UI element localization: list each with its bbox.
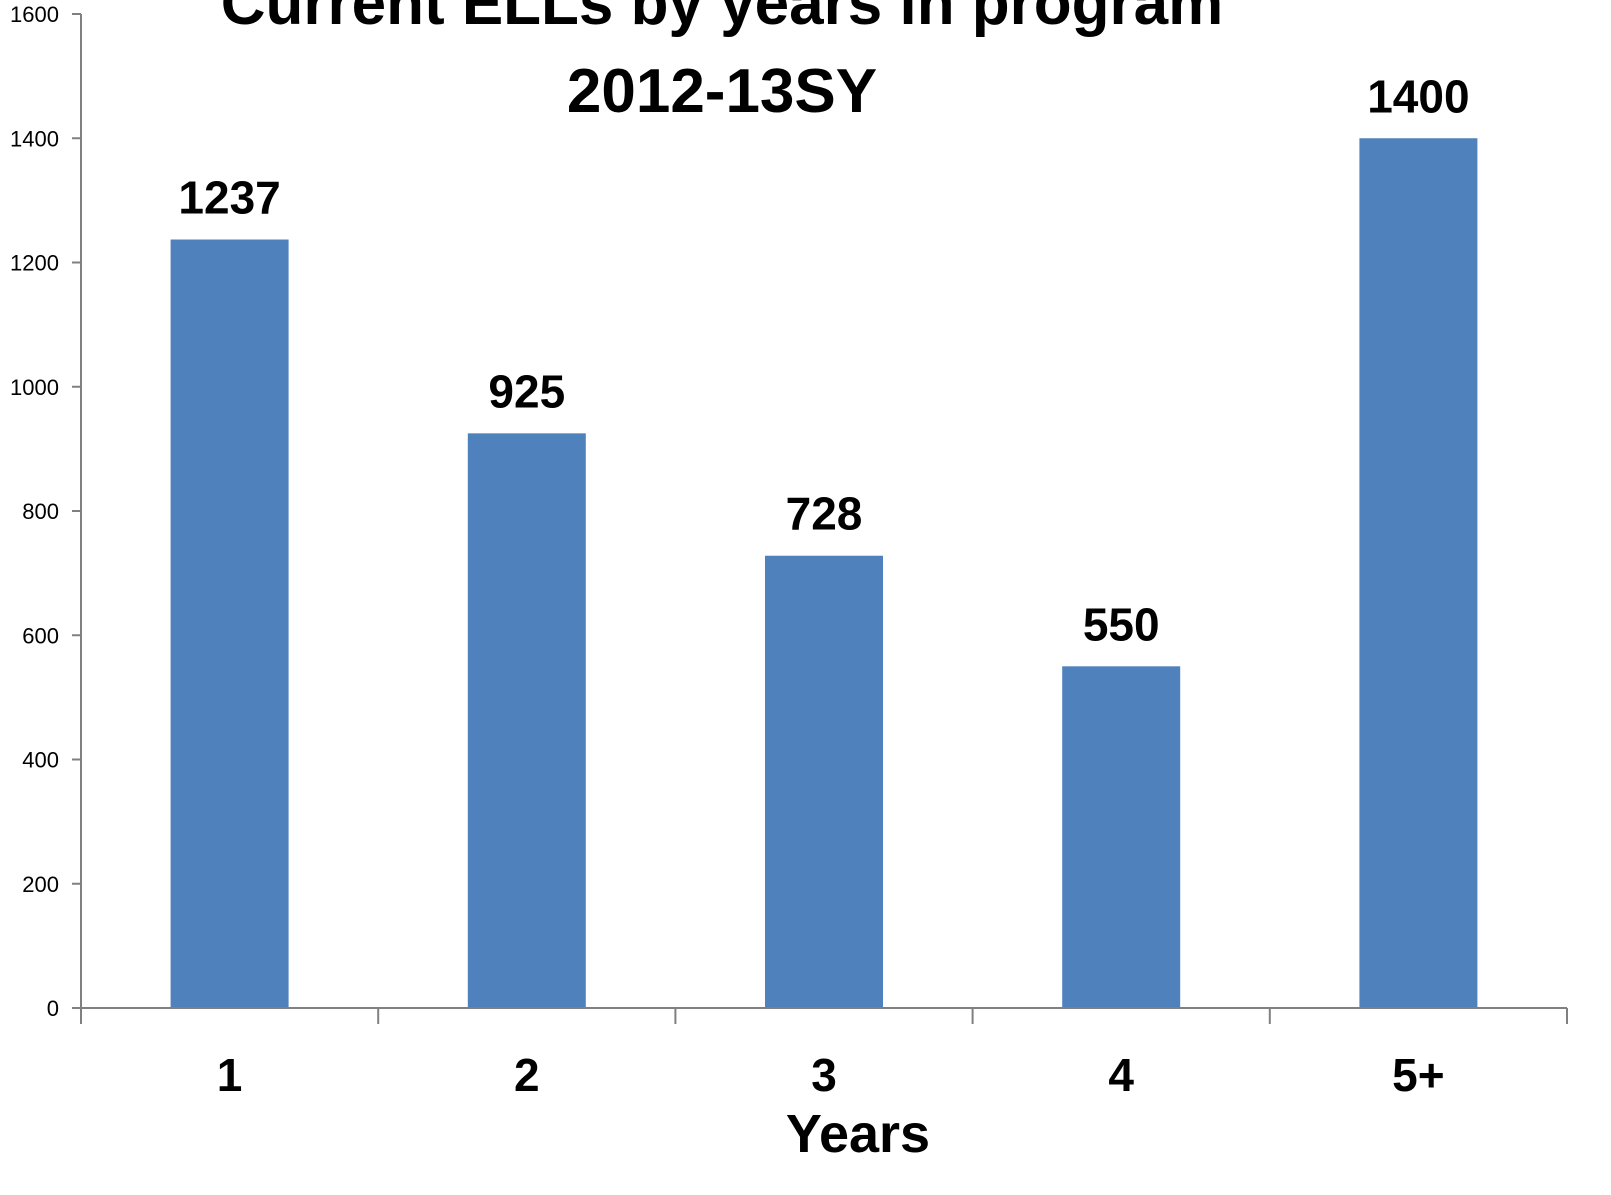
y-tick-label: 800 bbox=[22, 499, 59, 524]
y-tick-label: 1600 bbox=[10, 2, 59, 27]
y-axis: 0 200 400 600 800 1000 1200 1400 1600 bbox=[10, 2, 82, 1021]
y-tick-label: 200 bbox=[22, 872, 59, 897]
bars bbox=[170, 138, 1478, 1009]
y-tick-label: 600 bbox=[22, 623, 59, 648]
y-tick-label: 1200 bbox=[10, 251, 59, 276]
x-tick-label: 3 bbox=[811, 1049, 837, 1101]
data-labels: 1237 925 728 550 1400 bbox=[178, 70, 1469, 650]
x-tick-label: 1 bbox=[217, 1049, 243, 1101]
y-tick-label: 400 bbox=[22, 748, 59, 773]
chart-title: Current ELLs by years in program bbox=[221, 0, 1224, 38]
data-label: 550 bbox=[1083, 598, 1160, 650]
bar bbox=[765, 555, 883, 1008]
x-tick-label: 2 bbox=[514, 1049, 540, 1101]
x-axis-title: Years bbox=[786, 1104, 930, 1164]
data-label: 728 bbox=[786, 488, 863, 540]
data-label: 1400 bbox=[1367, 70, 1469, 122]
y-tick-label: 0 bbox=[47, 996, 59, 1021]
bar bbox=[170, 239, 289, 1009]
y-tick-label: 1000 bbox=[10, 375, 59, 400]
data-label: 1237 bbox=[178, 172, 280, 224]
bar bbox=[467, 433, 586, 1008]
x-axis: 1 2 3 4 5+ bbox=[80, 1007, 1568, 1101]
data-label: 925 bbox=[488, 365, 565, 417]
y-tick-label: 1400 bbox=[10, 126, 59, 151]
x-tick-label: 5+ bbox=[1392, 1049, 1444, 1101]
chart-subtitle: 2012-13SY bbox=[567, 57, 877, 126]
x-tick-label: 4 bbox=[1108, 1049, 1134, 1101]
bar bbox=[1359, 138, 1478, 1008]
bar bbox=[1062, 666, 1181, 1008]
